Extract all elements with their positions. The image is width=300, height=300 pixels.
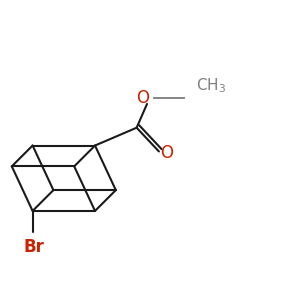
Text: Br: Br xyxy=(23,238,44,256)
Text: O: O xyxy=(160,144,173,162)
Text: O: O xyxy=(136,89,149,107)
Text: CH$_3$: CH$_3$ xyxy=(196,77,226,95)
